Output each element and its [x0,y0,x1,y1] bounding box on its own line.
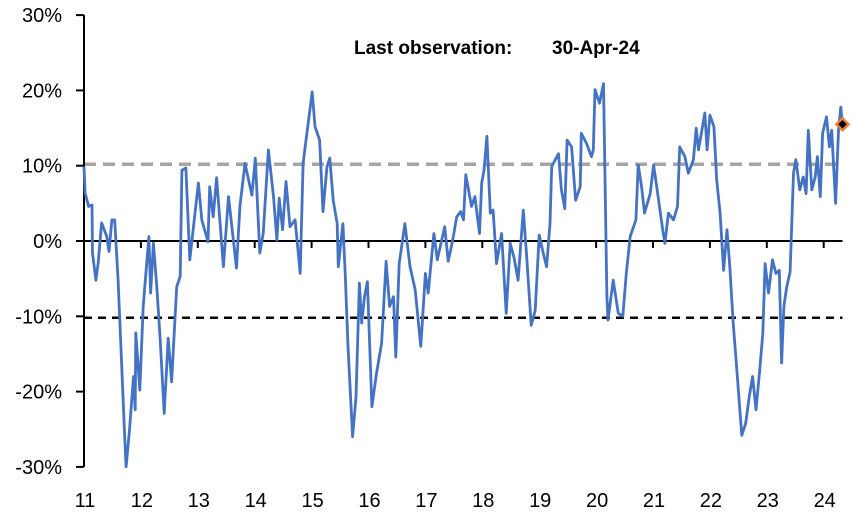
y-tick-label: -10% [15,306,62,328]
x-tick-label: 13 [188,490,210,512]
y-tick-label: 0% [33,231,62,253]
annotation-label: Last observation: [354,38,512,59]
x-tick-label: 15 [301,490,323,512]
series-line [82,82,844,469]
y-tick-label: 30% [22,5,62,27]
tick-labels: 30% 20% 10% 0% -10% -20% -30% 11 12 13 14 15 16 17 18 1… [15,5,836,512]
y-tick-label: -30% [15,457,62,479]
x-tick-label: 19 [529,490,551,512]
x-tick-label: 18 [472,490,494,512]
x-tick-label: 14 [245,490,267,512]
x-tick-label: 23 [757,490,779,512]
x-tick-label: 22 [700,490,722,512]
x-tick-label: 16 [358,490,380,512]
last-observation-marker [834,116,851,133]
x-tick-label: 11 [75,490,96,512]
y-tick-label: 20% [22,80,62,102]
y-tick-label: -20% [15,382,62,404]
y-tick-label: 10% [22,156,62,178]
x-tick-label: 17 [415,490,437,512]
series-group [82,82,851,469]
annotation-date: 30-Apr-24 [552,38,640,59]
x-tick-label: 21 [643,490,665,512]
x-tick-label: 20 [586,490,608,512]
axes [76,14,843,468]
x-tick-label: 12 [131,490,153,512]
x-tick-label: 24 [814,490,836,512]
